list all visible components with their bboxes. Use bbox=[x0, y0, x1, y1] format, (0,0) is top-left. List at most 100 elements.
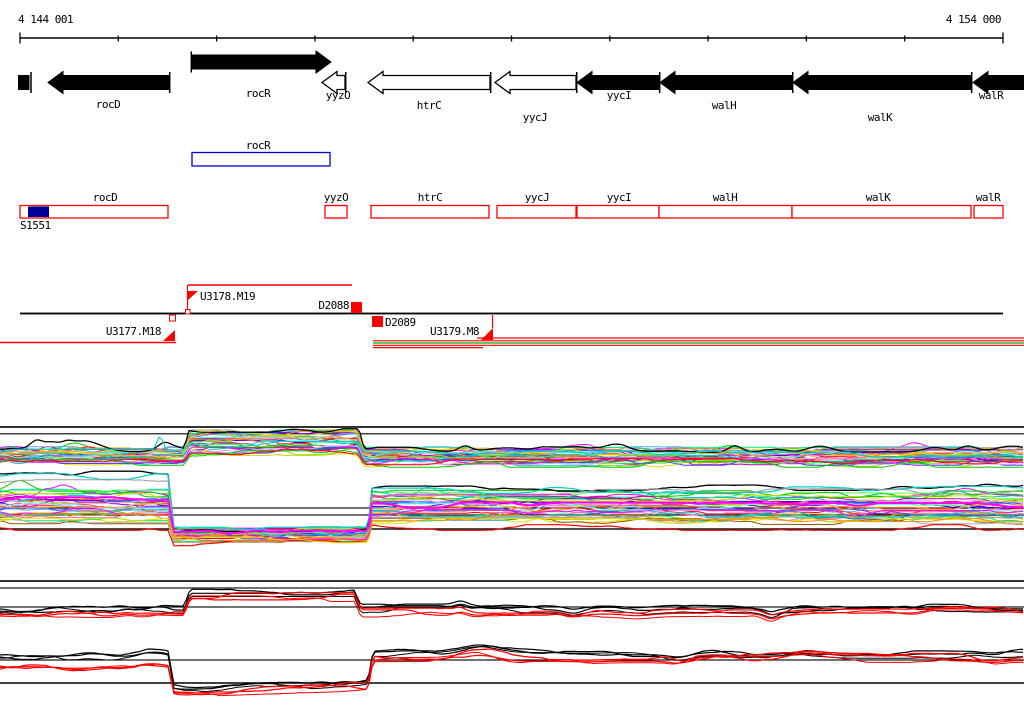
segment-walK-label[interactable]: walK bbox=[865, 191, 891, 204]
profile-line bbox=[0, 447, 1024, 466]
profile-panel-minus-ref-line-2 bbox=[0, 528, 1024, 530]
segment-yycI-label[interactable]: yycI bbox=[606, 191, 632, 204]
gene-walH-arrow[interactable] bbox=[659, 70, 793, 95]
flag-U3177-M18-notch bbox=[169, 314, 176, 322]
summary-panel-plus-ref-line-1 bbox=[0, 587, 1024, 589]
segment-S1551-label[interactable]: S1551 bbox=[20, 219, 51, 232]
gene-walR[interactable] bbox=[972, 70, 1024, 95]
gene-walR-arrow[interactable] bbox=[972, 70, 1024, 95]
gene-yyzO-label[interactable]: yyzO bbox=[325, 89, 351, 102]
gene-htrC[interactable] bbox=[366, 70, 492, 95]
summary-panel-minus-series-1 bbox=[0, 644, 1024, 689]
gene-walK-label[interactable]: walK bbox=[867, 111, 893, 124]
flag-U3178-M19-label[interactable]: U3178.M19 bbox=[200, 290, 256, 303]
profile-line bbox=[0, 429, 1023, 453]
segment-S1551[interactable] bbox=[28, 206, 49, 218]
genome-baseline bbox=[20, 312, 1003, 315]
gene-walK-arrow[interactable] bbox=[792, 70, 972, 95]
profile-panel-minus-series-3 bbox=[0, 496, 1024, 535]
segment-rocD[interactable] bbox=[19, 204, 169, 219]
gene-partial-body[interactable] bbox=[18, 75, 30, 90]
gene-walR-label[interactable]: walR bbox=[978, 89, 1004, 102]
profile-line bbox=[0, 444, 1024, 465]
transcript-rocR[interactable] bbox=[191, 151, 331, 167]
gene-yyzO[interactable] bbox=[320, 70, 347, 95]
summary-panel-plus-ref-line-0 bbox=[0, 580, 1024, 582]
break-D2088-square[interactable] bbox=[351, 302, 362, 313]
segment-yyzO-label[interactable]: yyzO bbox=[323, 191, 349, 204]
summary-panel-minus-series-5 bbox=[0, 651, 1023, 697]
gene-walH-label[interactable]: walH bbox=[711, 99, 737, 112]
segment-yycJ-label[interactable]: yycJ bbox=[524, 191, 550, 204]
summary-panel-plus-series-4 bbox=[0, 593, 1024, 618]
segment-yycI[interactable] bbox=[576, 204, 660, 219]
profile-panel-minus bbox=[0, 470, 1024, 547]
profile-panel-minus-series-6 bbox=[0, 513, 1023, 542]
gene-rocD-arrow[interactable] bbox=[47, 70, 170, 95]
gene-rocR[interactable] bbox=[190, 50, 332, 74]
summary-panel-minus bbox=[0, 644, 1024, 697]
flag-U3178-M19-flag[interactable] bbox=[188, 291, 198, 300]
summary-panel-plus-ref-line-2 bbox=[0, 606, 1024, 608]
profile-line bbox=[0, 440, 1024, 462]
gene-yycJ-label[interactable]: yycJ bbox=[522, 111, 548, 124]
gene-htrC-label[interactable]: htrC bbox=[416, 99, 442, 112]
gene-yycI-label[interactable]: yycI bbox=[606, 89, 632, 102]
profile-panel-minus-series-4 bbox=[0, 524, 1024, 547]
flag-U3179-M8[interactable] bbox=[481, 315, 494, 340]
flag-U3177-M18-label[interactable]: U3177.M18 bbox=[105, 325, 162, 338]
segment-walR-label[interactable]: walR bbox=[975, 191, 1001, 204]
break-D2089-label[interactable]: D2089 bbox=[385, 316, 416, 329]
segment-walK[interactable] bbox=[791, 204, 972, 219]
profile-panel-plus-series-2 bbox=[0, 436, 1023, 458]
profile-panel-plus-ref-line-0 bbox=[0, 426, 1024, 428]
gene-rocR-label[interactable]: rocR bbox=[245, 87, 271, 100]
gene-partial[interactable] bbox=[18, 72, 32, 93]
profile-line bbox=[0, 450, 1024, 468]
summary-panel-minus-series-2 bbox=[0, 646, 1024, 692]
segment-walH-label[interactable]: walH bbox=[712, 191, 738, 204]
flag-U3179-M8-flag[interactable] bbox=[481, 328, 493, 340]
flag-U3179-M8-label[interactable]: U3179.M8 bbox=[430, 325, 479, 338]
profile-panel-minus-series-1 bbox=[0, 473, 1024, 531]
gene-walK[interactable] bbox=[792, 70, 973, 95]
gene-yycJ[interactable] bbox=[493, 70, 578, 95]
segment-yycJ[interactable] bbox=[496, 204, 577, 219]
flag-U3178-M19-notch bbox=[185, 309, 191, 315]
segment-htrC[interactable] bbox=[370, 204, 490, 219]
profile-line bbox=[0, 433, 1024, 457]
flag-U3177-M18-flag[interactable] bbox=[163, 330, 175, 341]
summary-panel-minus-series-4 bbox=[0, 652, 1023, 696]
summary-panel-minus-ref-line-1 bbox=[0, 682, 1024, 684]
transcript-rocR-label[interactable]: rocR bbox=[245, 139, 271, 152]
summary-panel-plus-series-3 bbox=[0, 592, 1024, 620]
break-D2088[interactable] bbox=[351, 302, 362, 313]
segment-rocD-label[interactable]: rocD bbox=[92, 191, 118, 204]
ruler-end-coordinate: 4 154 000 bbox=[945, 13, 1002, 26]
gene-walH[interactable] bbox=[659, 70, 794, 95]
profile-panel-plus-series-0 bbox=[0, 428, 1024, 453]
flag-U3178-M19[interactable] bbox=[185, 285, 199, 315]
segment-yyzO[interactable] bbox=[324, 204, 348, 219]
profile-line bbox=[0, 516, 1023, 543]
profile-panel-plus-series-1 bbox=[0, 448, 1024, 466]
break-D2089-square[interactable] bbox=[372, 316, 383, 327]
coordinate-ruler bbox=[19, 32, 1004, 44]
segment-walH[interactable] bbox=[658, 204, 793, 219]
summary-panel-plus bbox=[0, 580, 1024, 622]
break-D2088-label[interactable]: D2088 bbox=[318, 299, 349, 312]
gene-annotation-track bbox=[18, 50, 1024, 95]
profile-panel-minus-series-2 bbox=[0, 479, 1024, 535]
segment-htrC-label[interactable]: htrC bbox=[417, 191, 443, 204]
flag-U3177-M18[interactable] bbox=[163, 314, 176, 341]
gene-rocD[interactable] bbox=[47, 70, 171, 95]
break-D2089[interactable] bbox=[372, 316, 383, 327]
gene-yycJ-arrow[interactable] bbox=[493, 70, 577, 95]
gene-rocR-arrow[interactable] bbox=[191, 50, 332, 74]
gene-rocD-label[interactable]: rocD bbox=[95, 98, 121, 111]
segment-walR[interactable] bbox=[973, 204, 1004, 219]
segment-track bbox=[19, 204, 1004, 219]
gene-htrC-arrow[interactable] bbox=[366, 70, 491, 95]
